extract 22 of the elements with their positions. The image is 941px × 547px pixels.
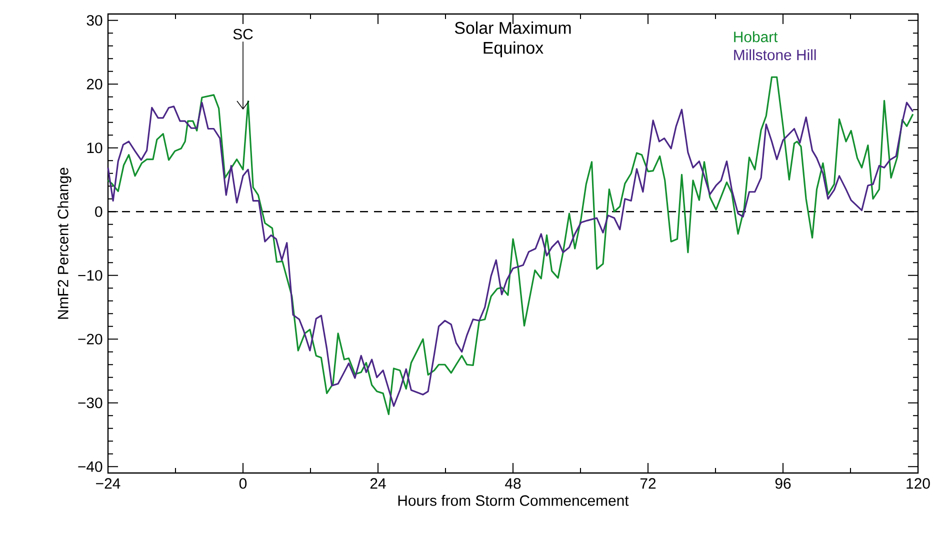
y-tick-label: −20 bbox=[78, 334, 102, 344]
y-tick-label: −10 bbox=[78, 270, 102, 281]
y-tick-label: −40 bbox=[78, 461, 102, 472]
y-tick-label: 30 bbox=[86, 15, 102, 26]
x-tick-label: 0 bbox=[239, 478, 247, 489]
text: Equinox bbox=[484, 41, 544, 58]
x-tick-label: −24 bbox=[96, 478, 120, 489]
chart-title: Solar Maximum bbox=[454, 21, 571, 34]
x-tick-label: 96 bbox=[775, 478, 791, 489]
text: Hobart bbox=[734, 31, 778, 42]
y-tick-label: 20 bbox=[86, 78, 102, 90]
y-tick-label: 0 bbox=[95, 206, 102, 217]
text: Millstone Hill bbox=[734, 49, 816, 60]
annotation: SC bbox=[233, 28, 253, 40]
x-tick-label: 72 bbox=[640, 478, 656, 489]
x-tick-label: 120 bbox=[906, 478, 930, 489]
y-axis-title: NmF2 Percent Change bbox=[57, 168, 72, 319]
y-tick-label: 10 bbox=[87, 142, 102, 154]
x-tick-label: 48 bbox=[505, 478, 521, 489]
y-tick-label: −30 bbox=[78, 398, 102, 408]
x-tick-label: 24 bbox=[370, 478, 386, 489]
x-axis-title: Hours from Storm Commencement bbox=[398, 494, 629, 506]
